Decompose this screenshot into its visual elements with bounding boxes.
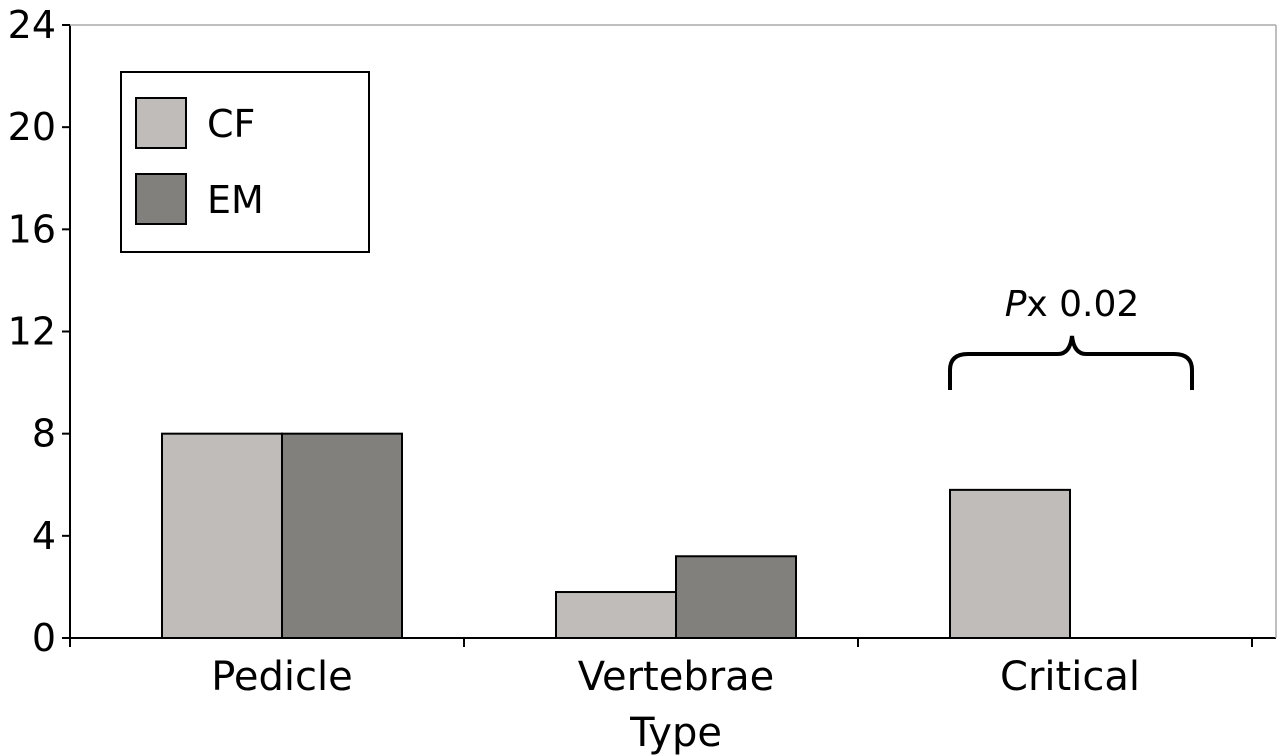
p-value-label: Px 0.02 — [1005, 284, 1140, 325]
y-tick-label: 4 — [32, 514, 56, 558]
y-tick-label: 24 — [8, 3, 56, 47]
x-category-label: Vertebrae Type — [578, 654, 775, 755]
bar-em — [675, 555, 797, 639]
legend: CF EM — [120, 71, 370, 253]
bar-cf — [555, 591, 677, 640]
y-axis-ticks: 0 4 8 12 16 20 24 — [8, 3, 70, 660]
legend-label-em: EM — [207, 178, 264, 222]
legend-swatch-cf — [135, 97, 187, 149]
legend-swatch-em — [135, 173, 187, 225]
x-category-label: Critical — [1000, 654, 1140, 700]
x-category-label: Pedicle — [211, 654, 353, 700]
y-tick-label: 16 — [8, 207, 56, 251]
bar-cf — [949, 488, 1071, 639]
bar-cf — [161, 432, 283, 639]
legend-label-cf: CF — [207, 102, 255, 146]
y-tick-label: 8 — [32, 412, 56, 456]
chart-bars — [161, 432, 1071, 640]
x-axis-labels: Pedicle Vertebrae Type Critical — [211, 654, 1140, 755]
y-tick-label: 12 — [8, 310, 56, 354]
significance-annotation: Px 0.02 — [948, 284, 1194, 390]
significance-brace — [948, 335, 1194, 390]
y-tick-label: 0 — [32, 616, 56, 660]
bar-em — [281, 432, 403, 639]
y-tick-label: 20 — [8, 105, 56, 149]
